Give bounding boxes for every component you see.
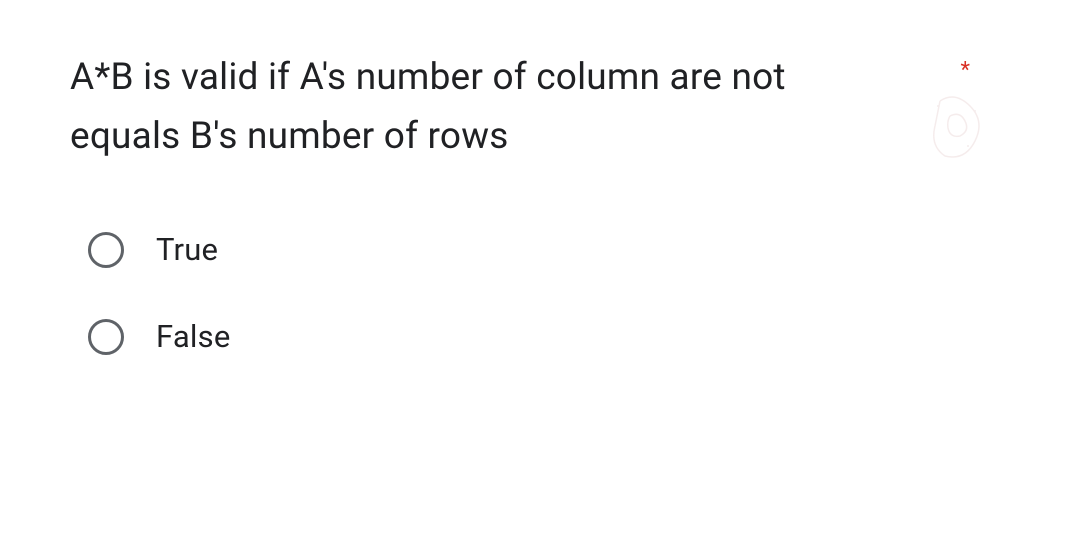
- question-text: A*B is valid if A's number of column are…: [70, 48, 870, 166]
- decoration-icon: [920, 86, 1000, 176]
- option-label: False: [156, 318, 230, 355]
- radio-icon: [88, 319, 124, 355]
- option-true[interactable]: True: [88, 231, 1010, 268]
- option-false[interactable]: False: [88, 318, 1010, 355]
- required-asterisk-icon: *: [961, 58, 970, 83]
- radio-icon: [88, 232, 124, 268]
- options-container: True False: [70, 231, 1010, 355]
- option-label: True: [156, 231, 218, 268]
- question-container: A*B is valid if A's number of column are…: [70, 48, 1010, 166]
